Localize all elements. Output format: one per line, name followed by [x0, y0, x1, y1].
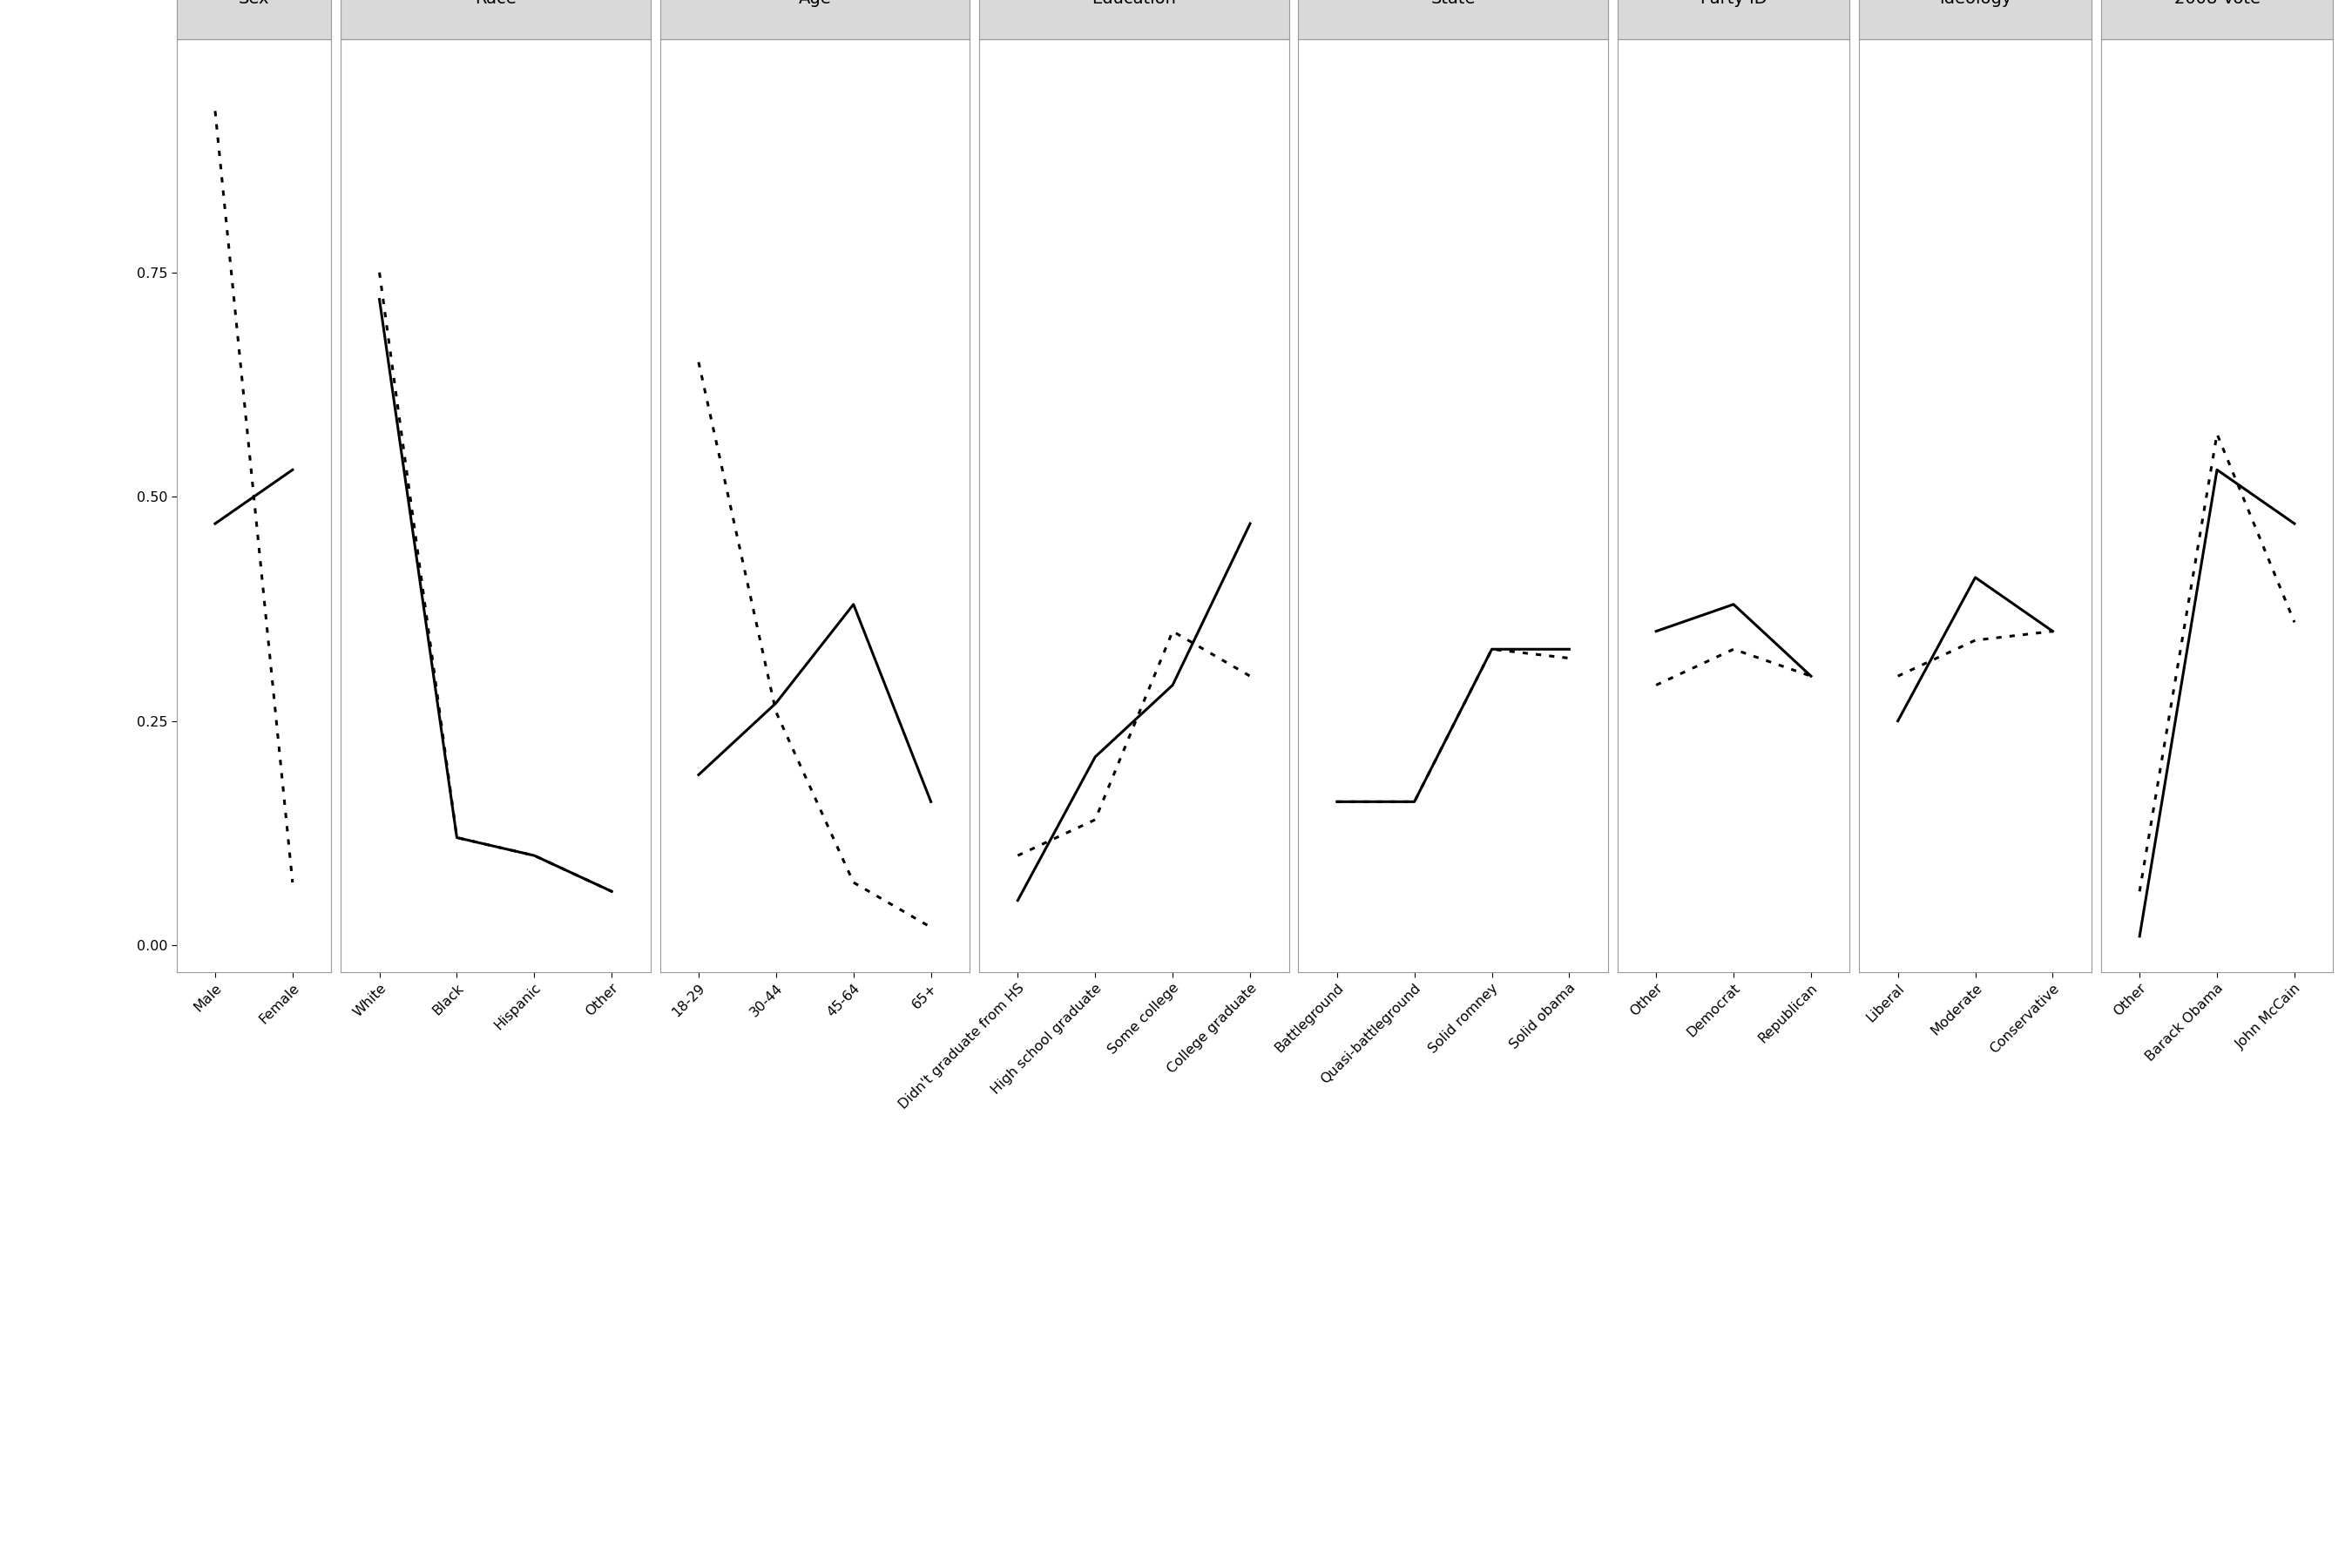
Text: 2008 Vote: 2008 Vote: [2173, 0, 2260, 6]
Text: Education: Education: [1091, 0, 1176, 6]
Text: Age: Age: [797, 0, 830, 6]
Text: Party ID: Party ID: [1700, 0, 1766, 6]
Text: Ideology: Ideology: [1938, 0, 2011, 6]
Text: Race: Race: [475, 0, 517, 6]
Text: Sex: Sex: [238, 0, 268, 6]
Text: State: State: [1430, 0, 1475, 6]
